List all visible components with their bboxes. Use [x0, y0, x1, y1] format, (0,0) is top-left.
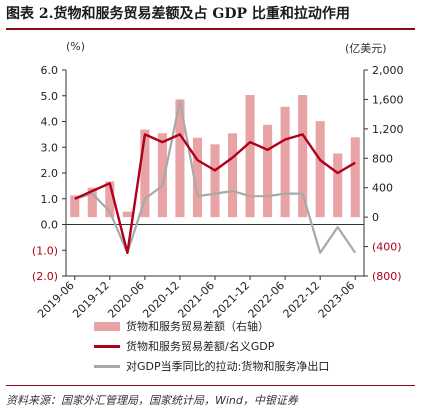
trade-balance-bar: [245, 95, 255, 218]
trade-balance-bar: [175, 99, 185, 218]
legend-item-red-line: 货物和服务贸易差额/名义GDP: [94, 336, 394, 356]
chart-title: 图表 2.货物和服务贸易差额及占 GDP 比重和拉动作用: [6, 6, 350, 22]
trade-balance-bar: [263, 124, 273, 218]
trade-balance-bar: [122, 211, 132, 218]
trade-balance-bar: [227, 133, 238, 218]
right-tick-label: 1,600: [372, 93, 404, 106]
trade-balance-bar: [350, 137, 360, 218]
left-tick-label: 6.0: [41, 64, 59, 77]
x-tick-label: 2022-06: [246, 279, 288, 321]
legend: 货物和服务贸易差额（右轴） 货物和服务贸易差额/名义GDP 对GDP当季同比的拉…: [94, 316, 394, 376]
left-tick-label: 2.0: [41, 167, 59, 180]
x-tick-label: 2020-12: [140, 279, 182, 321]
x-tick-label: 2019-12: [70, 279, 112, 321]
left-tick-label: 1.0: [41, 193, 59, 206]
trade-balance-bar: [105, 181, 115, 218]
legend-label-bar: 货物和服务贸易差额（右轴）: [126, 320, 269, 333]
trade-balance-bar: [192, 137, 203, 218]
title-underline: [6, 28, 415, 30]
gdp-contribution-line: [74, 99, 357, 254]
right-tick-label: 0: [372, 211, 379, 224]
x-tick-label: 2020-06: [105, 279, 147, 321]
trade-balance-bar: [333, 153, 343, 218]
right-tick-label: (400): [372, 241, 402, 254]
right-tick-label: 800: [372, 152, 393, 165]
legend-swatch-bar: [94, 321, 120, 331]
left-tick-label: 4.0: [41, 116, 59, 129]
x-tick-label: 2023-06: [316, 279, 358, 321]
source-divider: [6, 385, 415, 386]
trade-balance-bar: [87, 187, 97, 218]
trade-balance-bar: [140, 129, 150, 218]
trade-balance-bar: [157, 133, 167, 218]
right-tick-label: 2,000: [372, 64, 404, 77]
x-tick-label: 2021-12: [210, 279, 252, 321]
legend-swatch-gray-line: [94, 364, 120, 368]
left-tick-label: (2.0): [32, 270, 58, 283]
source-note: 资料来源：国家外汇管理局，国家统计局，Wind，中银证券: [6, 394, 298, 407]
left-tick-label: 3.0: [41, 141, 59, 154]
balance-to-gdp-line: [74, 133, 356, 255]
left-tick-label: 5.0: [41, 90, 59, 103]
right-tick-label: (800): [372, 270, 402, 283]
x-tick-label: 2021-06: [175, 279, 217, 321]
trade-balance-bar: [298, 95, 308, 218]
left-tick-label: (1.0): [32, 244, 58, 257]
trade-balance-bar: [210, 144, 220, 218]
trade-balance-bar: [70, 195, 80, 218]
legend-item-bar: 货物和服务贸易差额（右轴）: [94, 316, 394, 336]
x-tick-label: 2019-06: [35, 279, 77, 321]
left-axis-unit: (%): [66, 40, 86, 53]
legend-label-red-line: 货物和服务贸易差额/名义GDP: [126, 340, 275, 353]
x-tick-label: 2022-12: [281, 279, 323, 321]
left-tick-label: 0.0: [41, 219, 59, 232]
legend-swatch-red-line: [94, 344, 120, 348]
right-axis-unit: (亿美元): [345, 42, 387, 55]
right-tick-label: 1,200: [372, 123, 404, 136]
trade-balance-bar: [280, 106, 290, 218]
legend-item-gray-line: 对GDP当季同比的拉动:货物和服务净出口: [94, 356, 394, 376]
right-tick-label: 400: [372, 182, 393, 195]
legend-label-gray-line: 对GDP当季同比的拉动:货物和服务净出口: [126, 360, 330, 373]
trade-balance-bar: [315, 121, 325, 218]
